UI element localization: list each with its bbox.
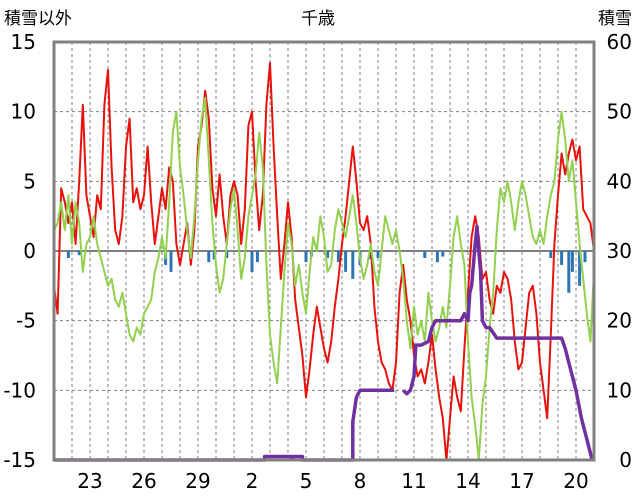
blue-bar [435, 251, 439, 263]
x-tick-label: 5 [300, 469, 313, 493]
left-axis-title: 積雪以外 [4, 9, 72, 29]
blue-bar [77, 251, 81, 256]
blue-bar [344, 251, 348, 272]
blue-bar [376, 251, 380, 258]
blue-bar [567, 251, 571, 293]
blue-bar [583, 251, 587, 263]
chart-title: 千歳 [301, 9, 335, 29]
left-y-tick-label: -10 [3, 378, 36, 402]
blue-bar [250, 251, 254, 272]
right-y-tick-label: 50 [607, 100, 632, 124]
right-y-tick-label: 0 [619, 448, 632, 472]
blue-bar [336, 251, 340, 263]
right-axis-title: 積雪 [598, 9, 632, 29]
purple-series-line [401, 224, 594, 461]
plot-frame [52, 40, 596, 462]
right-y-tick-label: 20 [607, 309, 632, 333]
blue-bar [441, 251, 445, 257]
left-y-tick-label: -15 [3, 448, 36, 472]
left-y-tick-label: 15 [11, 30, 36, 54]
x-tick-label: 20 [563, 469, 588, 493]
blue-bar [578, 251, 582, 286]
green-series-line [53, 96, 595, 461]
x-tick-label: 23 [77, 469, 102, 493]
x-tick-label: 14 [455, 469, 480, 493]
blue-bar [351, 251, 355, 279]
x-tick-label: 2 [246, 469, 259, 493]
left-y-tick-label: 5 [23, 169, 36, 193]
right-y-tick-label: 40 [607, 169, 632, 193]
red-series-line [53, 61, 595, 461]
left-y-tick-label: 10 [11, 100, 36, 124]
x-tick-label: 29 [185, 469, 210, 493]
blue-bar [255, 251, 259, 263]
blue-bar [560, 251, 564, 265]
blue-bar [207, 251, 211, 263]
x-tick-label: 17 [509, 469, 534, 493]
blue-bar [570, 251, 574, 272]
x-tick-label: 8 [354, 469, 367, 493]
x-tick-label: 26 [131, 469, 156, 493]
blue-bar [66, 251, 70, 258]
x-tick-label: 11 [401, 469, 426, 493]
blue-bar [326, 251, 330, 258]
blue-bar [423, 251, 427, 258]
blue-bar [169, 251, 173, 272]
blue-bar [225, 251, 229, 258]
right-y-tick-label: 10 [607, 378, 632, 402]
left-y-tick-label: -5 [16, 309, 36, 333]
left-y-tick-label: 0 [23, 239, 36, 263]
blue-bar [549, 251, 553, 258]
blue-bar [304, 251, 308, 263]
right-y-tick-label: 30 [607, 239, 632, 263]
right-y-tick-label: 60 [607, 30, 632, 54]
